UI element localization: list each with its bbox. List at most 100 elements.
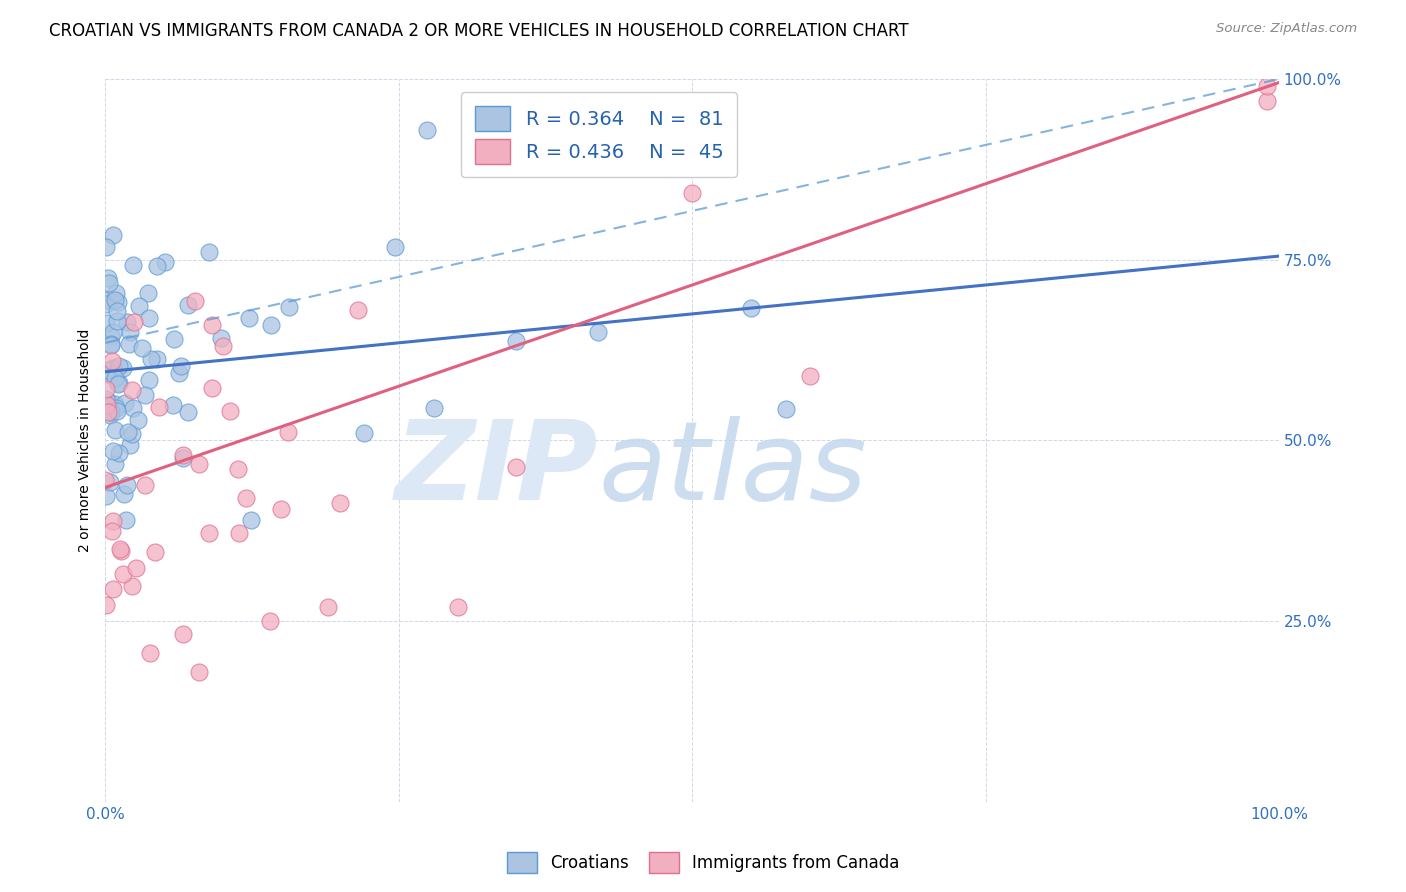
Point xyxy=(138,310,160,325)
Point xyxy=(104,397,127,411)
Point xyxy=(104,371,127,385)
Point xyxy=(170,359,193,373)
Point xyxy=(118,336,141,351)
Point xyxy=(740,301,762,316)
Point xyxy=(96,368,118,382)
Point xyxy=(347,303,370,318)
Point xyxy=(98,394,121,409)
Point xyxy=(136,286,159,301)
Point xyxy=(105,401,128,416)
Point xyxy=(96,297,118,311)
Point xyxy=(101,325,124,339)
Point xyxy=(101,227,124,242)
Legend: Croatians, Immigrants from Canada: Croatians, Immigrants from Canada xyxy=(501,846,905,880)
Point xyxy=(167,366,190,380)
Point xyxy=(163,332,186,346)
Point xyxy=(259,318,281,332)
Point xyxy=(134,478,156,492)
Y-axis label: 2 or more Vehicles in Household: 2 or more Vehicles in Household xyxy=(79,329,93,552)
Text: Source: ZipAtlas.com: Source: ZipAtlas.com xyxy=(1216,22,1357,36)
Point xyxy=(211,339,233,353)
Point xyxy=(139,646,162,660)
Point xyxy=(97,276,120,290)
Point xyxy=(446,599,468,614)
Point xyxy=(100,329,122,343)
Point xyxy=(111,567,134,582)
Point xyxy=(100,405,122,419)
Point xyxy=(162,398,184,412)
Point xyxy=(104,293,127,307)
Point xyxy=(505,334,527,348)
Point xyxy=(97,293,120,308)
Point xyxy=(122,401,145,415)
Point xyxy=(107,377,129,392)
Point xyxy=(145,351,167,366)
Point xyxy=(110,544,132,558)
Point xyxy=(96,398,118,412)
Point xyxy=(103,582,125,596)
Point xyxy=(201,381,224,395)
Point xyxy=(329,496,352,510)
Point xyxy=(681,186,703,201)
Point xyxy=(112,487,135,501)
Point xyxy=(143,545,166,559)
Point xyxy=(209,331,232,345)
Point xyxy=(172,627,194,641)
Point xyxy=(198,245,221,260)
Point xyxy=(94,382,117,396)
Point xyxy=(172,448,194,462)
Point xyxy=(139,352,162,367)
Point xyxy=(235,491,257,505)
Point xyxy=(259,614,281,628)
Point xyxy=(177,298,200,312)
Point xyxy=(101,353,124,368)
Point xyxy=(103,515,125,529)
Point xyxy=(277,300,299,314)
Point xyxy=(108,376,131,390)
Point xyxy=(177,405,200,419)
Point xyxy=(131,342,153,356)
Point xyxy=(118,325,141,339)
Point xyxy=(218,404,240,418)
Point xyxy=(115,315,138,329)
Point xyxy=(353,425,375,440)
Point xyxy=(118,438,141,452)
Point xyxy=(110,542,132,557)
Point xyxy=(98,408,121,422)
Point xyxy=(94,316,117,330)
Point xyxy=(107,294,129,309)
Point xyxy=(103,457,125,471)
Point xyxy=(125,561,148,575)
Point xyxy=(588,325,610,339)
Point xyxy=(97,271,120,285)
Point xyxy=(122,315,145,329)
Point xyxy=(103,361,125,376)
Point xyxy=(172,450,194,465)
Text: atlas: atlas xyxy=(599,416,868,523)
Point xyxy=(138,373,160,387)
Point xyxy=(1256,79,1278,94)
Point xyxy=(98,475,121,490)
Point xyxy=(108,359,131,373)
Point xyxy=(505,459,527,474)
Point xyxy=(277,425,299,440)
Point xyxy=(94,392,117,406)
Point xyxy=(108,446,131,460)
Point xyxy=(128,299,150,313)
Point xyxy=(105,404,128,418)
Point xyxy=(238,310,260,325)
Point xyxy=(384,240,406,254)
Point xyxy=(100,336,122,351)
Point xyxy=(122,258,145,272)
Point xyxy=(226,461,249,475)
Point xyxy=(201,318,224,333)
Point xyxy=(100,338,122,352)
Point xyxy=(96,240,118,254)
Point xyxy=(184,294,207,309)
Point xyxy=(188,665,211,679)
Point xyxy=(114,512,136,526)
Point xyxy=(1256,94,1278,108)
Point xyxy=(114,395,136,409)
Point xyxy=(187,457,209,471)
Point xyxy=(101,444,124,458)
